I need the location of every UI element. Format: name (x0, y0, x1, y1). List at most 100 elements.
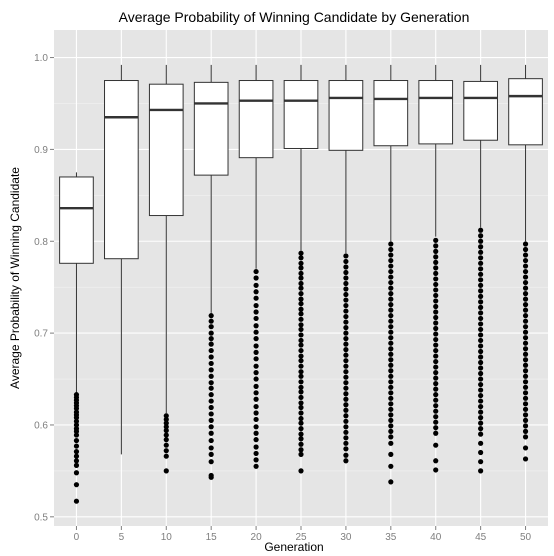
outlier-point (298, 347, 304, 354)
outlier-point (208, 451, 214, 457)
outlier-point (478, 348, 484, 355)
box (148, 83, 184, 217)
outlier-point (343, 435, 349, 441)
outlier-point (298, 255, 304, 261)
outlier-point (478, 304, 484, 310)
outlier-point (343, 297, 349, 303)
outlier-point (433, 270, 439, 277)
outlier-point (388, 417, 394, 423)
outlier-point (478, 468, 484, 474)
outlier-point (478, 227, 484, 233)
outlier-point (433, 237, 439, 243)
outlier-point (522, 302, 529, 308)
outlier-point (343, 253, 349, 259)
outlier-point (433, 375, 439, 381)
outlier-point (343, 363, 349, 369)
x-tick-label: 5 (119, 532, 125, 543)
outlier-point (522, 285, 529, 291)
outlier-point (298, 358, 304, 364)
box-group-gen-15 (193, 64, 229, 480)
outlier-point (388, 390, 394, 396)
outlier-point (343, 452, 349, 458)
outlier-point (478, 426, 484, 432)
x-tick-label: 30 (340, 532, 352, 543)
outlier-point (433, 392, 439, 398)
outlier-point (343, 347, 349, 353)
x-tick-label: 15 (206, 532, 218, 543)
outlier-point (298, 322, 304, 328)
outlier-point (388, 318, 394, 324)
outlier-point (298, 342, 304, 348)
outlier-point (433, 364, 439, 370)
outlier-point (253, 390, 259, 396)
outlier-point (163, 427, 169, 434)
x-tick-label: 40 (430, 532, 442, 543)
box-group-gen-5 (104, 64, 139, 455)
outlier-point (433, 320, 439, 326)
outlier-point (478, 321, 484, 327)
outlier-point (433, 325, 439, 332)
outlier-point (253, 356, 259, 362)
outlier-point (208, 445, 214, 451)
outlier-point (73, 415, 80, 421)
outlier-point (253, 424, 259, 430)
outlier-point (298, 468, 304, 474)
outlier-point (433, 414, 439, 420)
y-tick-label: 1.0 (34, 53, 48, 64)
outlier-point (433, 408, 439, 414)
outlier-point (343, 391, 349, 397)
outlier-point (388, 401, 394, 407)
outlier-point (433, 309, 439, 315)
outlier-point (208, 354, 214, 360)
outlier-point (522, 412, 529, 418)
x-axis-label: Generation (264, 540, 323, 554)
outlier-point (298, 394, 304, 401)
outlier-point (253, 463, 259, 469)
outlier-point (478, 392, 484, 399)
outlier-point (522, 252, 529, 258)
box (328, 80, 364, 151)
box-group-gen-45 (463, 64, 498, 474)
outlier-point (433, 298, 439, 304)
x-axis: 0 5 10 15 20 25 30 35 40 45 50 (74, 526, 532, 543)
outlier-point (388, 346, 394, 352)
outlier-point (478, 387, 484, 393)
outlier-point (73, 482, 80, 488)
outlier-point (163, 442, 169, 448)
outlier-point (253, 416, 259, 423)
outlier-point (343, 402, 349, 408)
outlier-point (433, 386, 439, 392)
outlier-point (388, 373, 394, 379)
outlier-point (298, 275, 304, 281)
outlier-point (298, 250, 304, 256)
outlier-point (253, 268, 259, 275)
outlier-point (522, 241, 529, 247)
outlier-point (298, 353, 304, 359)
outlier-point (388, 291, 394, 297)
outlier-point (298, 337, 304, 344)
outlier-point (478, 326, 484, 333)
outlier-point (253, 329, 259, 335)
outlier-point (433, 336, 439, 343)
outlier-point (478, 370, 484, 377)
outlier-point (522, 324, 529, 330)
outlier-point (343, 269, 349, 276)
outlier-point (388, 440, 394, 446)
outlier-point (388, 307, 394, 313)
outlier-point (478, 403, 484, 410)
outlier-point (478, 332, 484, 338)
outlier-point (433, 381, 439, 387)
outlier-point (73, 462, 80, 468)
outlier-point (522, 362, 529, 368)
box (373, 80, 409, 147)
outlier-point (208, 417, 214, 423)
outlier-point (388, 357, 394, 363)
outlier-point (478, 293, 484, 299)
outlier-point (298, 311, 304, 317)
outlier-point (478, 459, 484, 465)
outlier-point (343, 385, 349, 391)
outlier-point (522, 395, 529, 401)
outlier-point (433, 425, 439, 431)
outlier-point (208, 380, 214, 386)
outlier-point (478, 310, 484, 316)
